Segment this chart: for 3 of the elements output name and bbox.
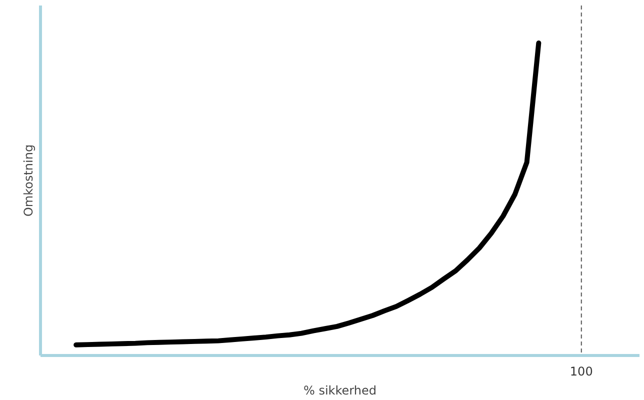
y-axis-title: Omkostning (22, 144, 36, 217)
text: 100 (570, 364, 593, 378)
x-axis-title: % sikkerhed (304, 384, 376, 398)
